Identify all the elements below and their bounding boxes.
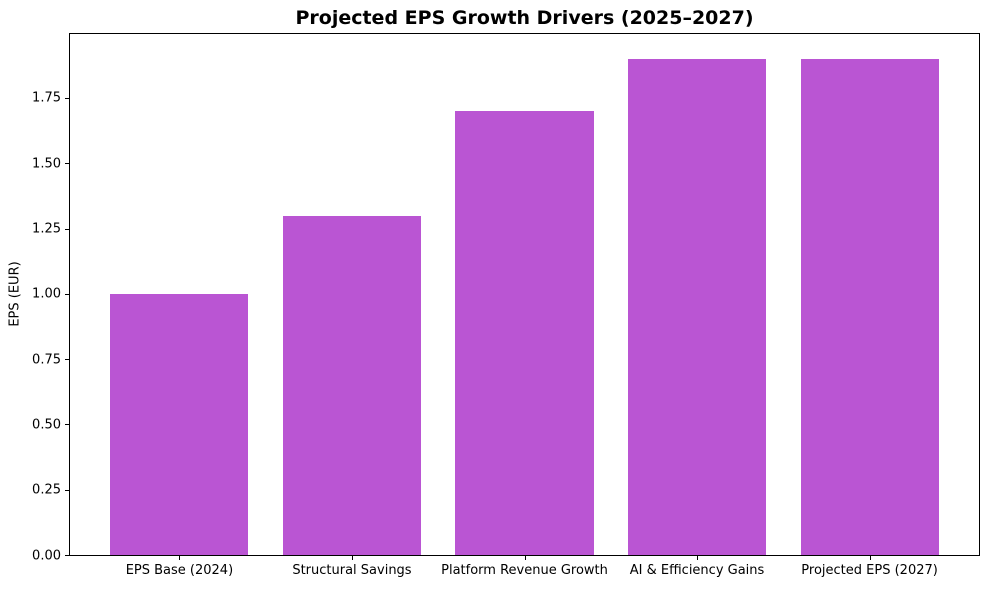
x-tick-mark bbox=[697, 556, 699, 560]
y-tick-mark bbox=[65, 424, 69, 426]
y-tick-mark bbox=[65, 489, 69, 491]
y-tick-mark bbox=[65, 293, 69, 295]
x-tick-mark bbox=[869, 556, 871, 560]
x-tick-mark bbox=[351, 556, 353, 560]
y-tick-label: 1.75 bbox=[32, 90, 61, 106]
y-tick-label: 0.75 bbox=[32, 352, 61, 368]
x-category-label: Projected EPS (2027) bbox=[801, 563, 938, 578]
x-category-label: AI & Efficiency Gains bbox=[629, 563, 765, 578]
bar-3 bbox=[455, 111, 594, 555]
y-tick-mark bbox=[65, 97, 69, 99]
bar-2 bbox=[282, 216, 421, 555]
bar-5 bbox=[800, 59, 939, 555]
bar-1 bbox=[110, 294, 249, 555]
bar-4 bbox=[628, 59, 767, 555]
y-tick-label: 0.50 bbox=[32, 417, 61, 433]
x-category-label: Platform Revenue Growth bbox=[441, 563, 608, 578]
y-tick-mark bbox=[65, 359, 69, 361]
chart-title: Projected EPS Growth Drivers (2025–2027) bbox=[295, 7, 754, 29]
x-tick-mark bbox=[179, 556, 181, 560]
y-tick-label: 1.00 bbox=[32, 286, 61, 302]
plot-area bbox=[69, 33, 980, 556]
y-tick-mark bbox=[65, 555, 69, 556]
y-tick-mark bbox=[65, 228, 69, 230]
x-tick-mark bbox=[524, 556, 526, 560]
x-category-label: Structural Savings bbox=[292, 563, 412, 578]
y-tick-mark bbox=[65, 163, 69, 165]
y-tick-label: 0.00 bbox=[32, 548, 61, 563]
y-tick-label: 0.25 bbox=[32, 482, 61, 498]
y-tick-label: 1.50 bbox=[32, 156, 61, 172]
y-tick-label: 1.25 bbox=[32, 221, 61, 237]
x-category-label: EPS Base (2024) bbox=[125, 563, 234, 578]
